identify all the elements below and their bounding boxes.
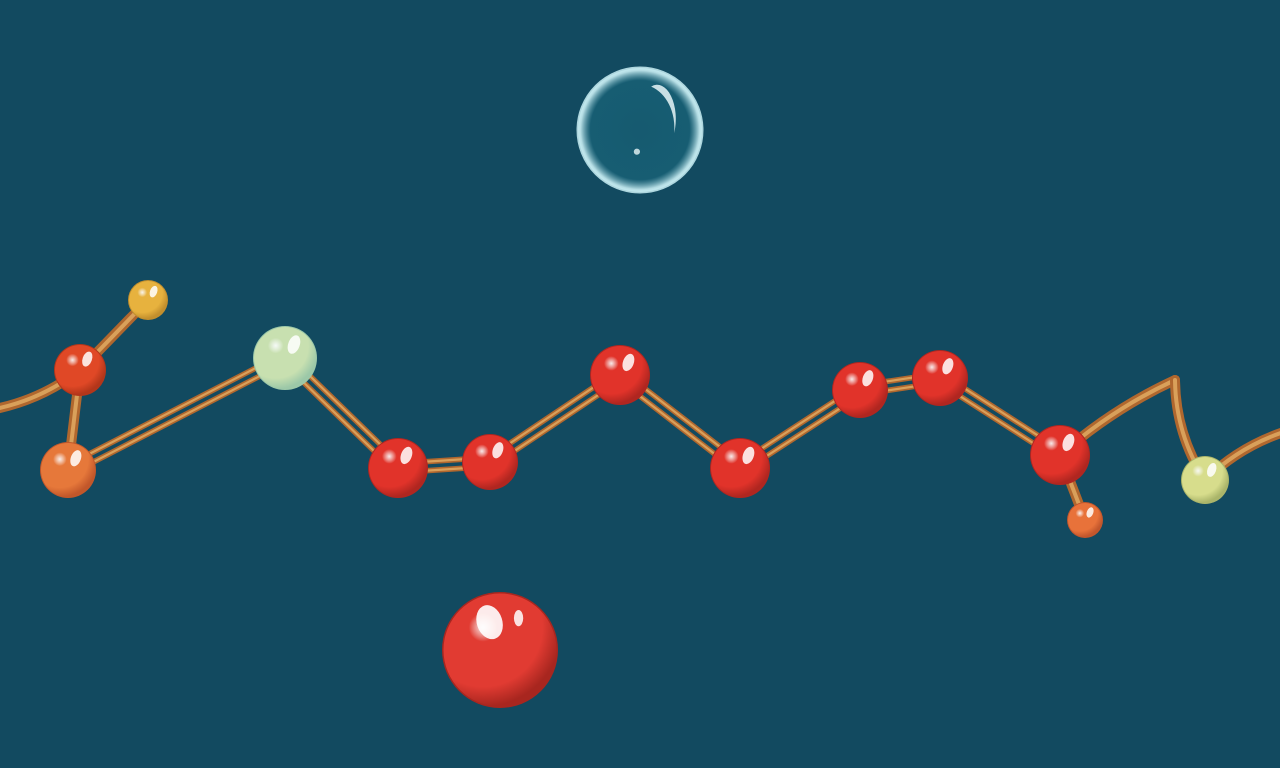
atom-n8 (832, 362, 888, 418)
bonds-group (0, 300, 1280, 520)
atom-n6 (590, 345, 650, 405)
molecule-diagram (0, 0, 1280, 768)
atom-n9 (912, 350, 968, 406)
atom-n12 (1181, 456, 1229, 504)
free-spheres-group (442, 68, 702, 708)
atom-n2b (128, 280, 168, 320)
atoms-group (40, 280, 1229, 538)
atom-n5 (462, 434, 518, 490)
sphere-bubble (578, 68, 702, 192)
atom-n1 (54, 344, 106, 396)
atom-n7 (710, 438, 770, 498)
atom-n10 (1030, 425, 1090, 485)
sphere-big-red (442, 592, 558, 708)
diagram-svg (0, 0, 1280, 768)
atom-n4 (368, 438, 428, 498)
atom-n10b (1067, 502, 1103, 538)
atom-n2 (40, 442, 96, 498)
atom-n3 (253, 326, 317, 390)
